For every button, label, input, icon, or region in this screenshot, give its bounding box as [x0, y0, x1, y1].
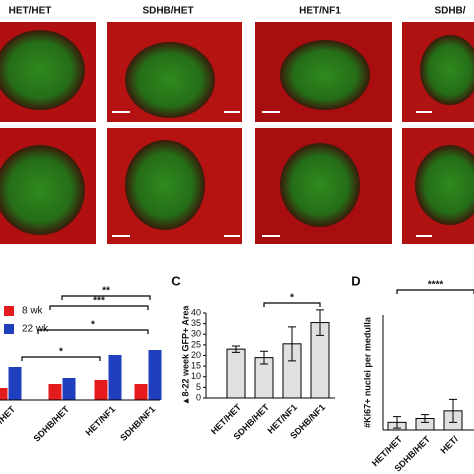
- error-bar: [232, 345, 240, 353]
- y-tick-label: 15: [191, 361, 201, 371]
- legend-label: 8 wk: [22, 306, 44, 317]
- error-bar: [316, 309, 324, 336]
- legend-swatch: [4, 306, 14, 316]
- column-label: SDHB/: [434, 6, 465, 17]
- bar: [134, 384, 148, 400]
- x-tick-label: HET/: [439, 434, 461, 456]
- significance-label: ***: [93, 296, 105, 307]
- bar: [94, 380, 108, 400]
- x-tick-label: SDHB/NF1: [118, 404, 157, 443]
- x-tick-label: HET/NF1: [83, 404, 117, 438]
- y-tick-label: 40: [191, 307, 201, 317]
- bar: [62, 378, 76, 400]
- bar: [226, 348, 246, 399]
- column-label: SDHB/HET: [142, 6, 193, 17]
- significance-bracket: [21, 356, 101, 361]
- bar: [108, 355, 122, 400]
- panel-letter: C: [171, 273, 181, 288]
- error-bar: [260, 350, 268, 365]
- y-tick-label: 5: [196, 382, 201, 392]
- significance-label: *: [290, 293, 294, 304]
- significance-label: ****: [428, 280, 444, 291]
- panel-letter: D: [351, 273, 360, 288]
- legend-label: 22 wk: [22, 324, 49, 335]
- significance-bracket: [263, 302, 321, 307]
- y-tick-label: 20: [191, 350, 201, 360]
- legend-swatch: [4, 324, 14, 334]
- y-tick-label: 25: [191, 339, 201, 349]
- significance-label: *: [59, 347, 63, 358]
- x-tick-label: /HET: [0, 404, 17, 426]
- error-bar: [421, 414, 429, 423]
- significance-bracket: [49, 305, 149, 310]
- y-axis-label: #Ki67+ nuclei per medulla: [362, 316, 372, 428]
- y-tick-label: 30: [191, 329, 201, 339]
- error-bar: [288, 326, 296, 362]
- bar: [8, 367, 22, 400]
- significance-label: **: [102, 286, 110, 297]
- significance-bracket: [396, 289, 474, 294]
- y-axis-label: ▲8-22 week GFP+ Area: [180, 305, 190, 406]
- error-bar: [393, 416, 401, 429]
- bar: [148, 350, 162, 400]
- x-tick-label: SDHB/HET: [31, 404, 71, 444]
- micrographs: [0, 22, 474, 244]
- y-tick-label: 0: [196, 392, 201, 402]
- significance-bracket: [37, 329, 149, 334]
- significance-label: *: [91, 320, 95, 331]
- y-tick-label: 35: [191, 318, 201, 328]
- y-tick-label: 10: [191, 371, 201, 381]
- error-bar: [449, 398, 457, 423]
- bar: [48, 384, 62, 400]
- column-label: HET/NF1: [299, 6, 341, 17]
- significance-bracket: [61, 295, 151, 300]
- bar: [0, 388, 8, 400]
- column-label: HET/HET: [9, 6, 52, 17]
